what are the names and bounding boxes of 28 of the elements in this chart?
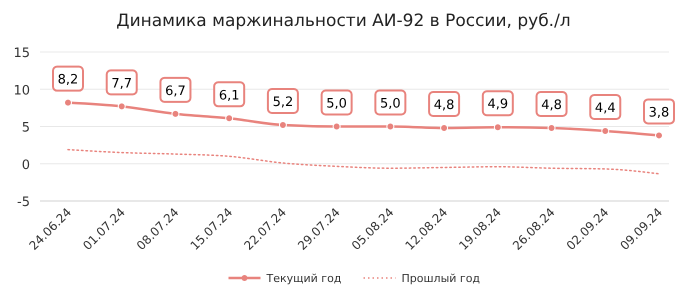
data-label: 8,2 — [58, 72, 78, 88]
y-tick-label: 10 — [13, 83, 30, 98]
point — [171, 110, 180, 118]
data-label: 6,7 — [165, 84, 186, 99]
point — [332, 122, 341, 130]
point — [494, 123, 502, 132]
data-label: 4,8 — [434, 98, 454, 113]
point — [386, 122, 394, 130]
point — [225, 114, 234, 122]
data-label: 5,0 — [326, 96, 347, 112]
y-tick-label: 0 — [22, 158, 30, 173]
y-tick-label: 15 — [13, 46, 30, 61]
data-label: 5,2 — [272, 95, 294, 110]
data-label: 4,8 — [541, 98, 562, 113]
data-label: 4,4 — [594, 100, 616, 116]
line-series — [67, 148, 660, 175]
data-label: 5,0 — [380, 96, 401, 112]
data-label: 6,1 — [218, 88, 240, 104]
data-label: 7,7 — [111, 76, 132, 92]
point — [118, 102, 126, 110]
legend-label: Текущий год — [266, 272, 342, 285]
legend-label: Прошлый год — [402, 272, 480, 285]
data-label: 3,8 — [648, 105, 670, 120]
y-tick-label: -5 — [17, 195, 30, 210]
chart-title: Динамика маржинальности АИ-92 в России, руб./л — [116, 11, 571, 31]
point — [64, 98, 72, 107]
data-label: 4,9 — [487, 97, 508, 112]
y-tick-label: 5 — [22, 120, 30, 136]
